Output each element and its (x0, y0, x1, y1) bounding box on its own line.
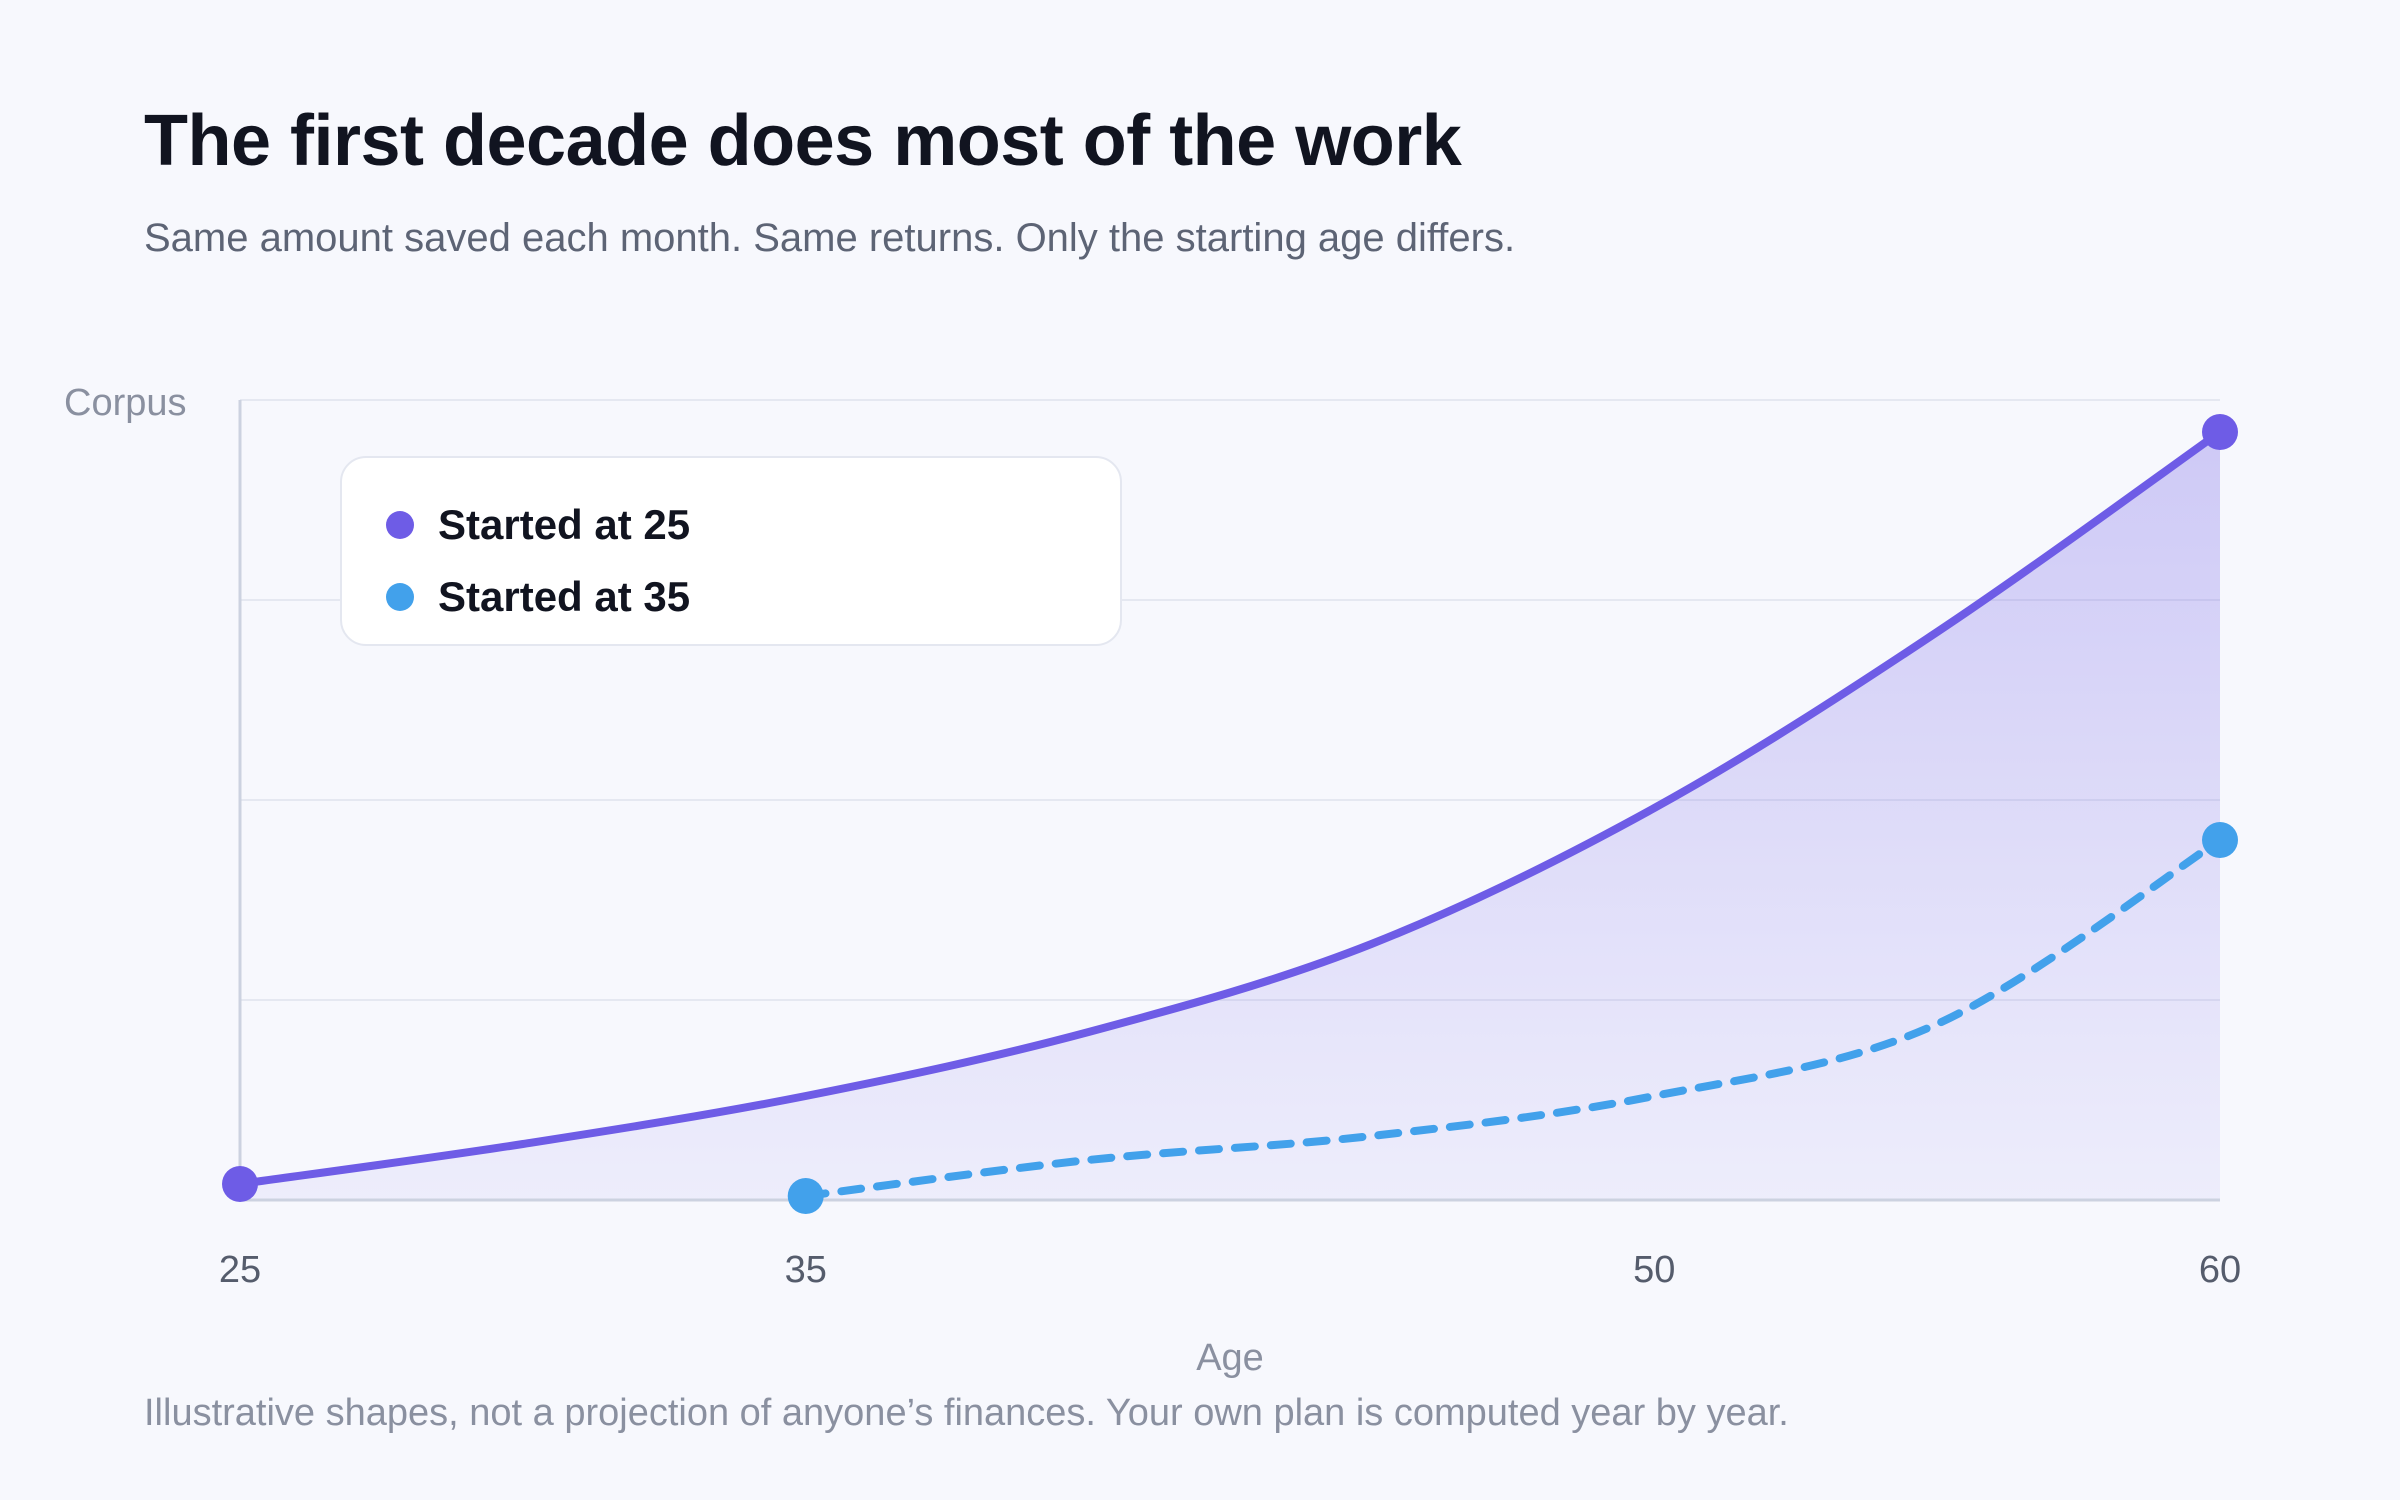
series-line-started-at-25 (236, 428, 2224, 1188)
endpoint-started-at-35-end (2202, 822, 2238, 858)
series-lines (236, 428, 2224, 1200)
x-axis-title: Age (1196, 1337, 1264, 1379)
axis-labels: 25 35 50 60 Age Corpus (64, 382, 2241, 1379)
endpoint-started-at-35-start (787, 1178, 824, 1214)
legend-label-started-25: Started at 25 (438, 501, 691, 548)
legend-item-started-35: Started at 35 (386, 572, 690, 622)
legend: Started at 25 Started at 35 (340, 456, 1122, 646)
legend-swatch-started-35 (386, 583, 414, 611)
chart-title: The first decade does most of the work (144, 101, 1462, 181)
chart-subtitle: Same amount saved each month. Same retur… (144, 216, 1516, 260)
x-tick-label: 25 (219, 1249, 261, 1291)
legend-item-started-25: Started at 25 (386, 500, 690, 550)
area-fill-started-at-25 (240, 432, 2220, 1200)
axes (238, 400, 2220, 1202)
x-tick-label: 60 (2199, 1249, 2241, 1291)
x-tick-label: 50 (1633, 1249, 1675, 1291)
legend-swatch-started-25 (386, 511, 414, 539)
y-axis-title: Corpus (64, 382, 187, 424)
endpoint-started-at-25-start (222, 1166, 258, 1202)
endpoint-started-at-25-end (2202, 414, 2238, 450)
area-fills (240, 432, 2220, 1200)
x-tick-label: 35 (785, 1249, 827, 1291)
series-endpoints (222, 414, 2238, 1214)
series-line-started-at-35 (801, 836, 2224, 1200)
legend-label-started-35: Started at 35 (438, 573, 691, 620)
footnote: Illustrative shapes, not a projection of… (144, 1392, 1789, 1434)
